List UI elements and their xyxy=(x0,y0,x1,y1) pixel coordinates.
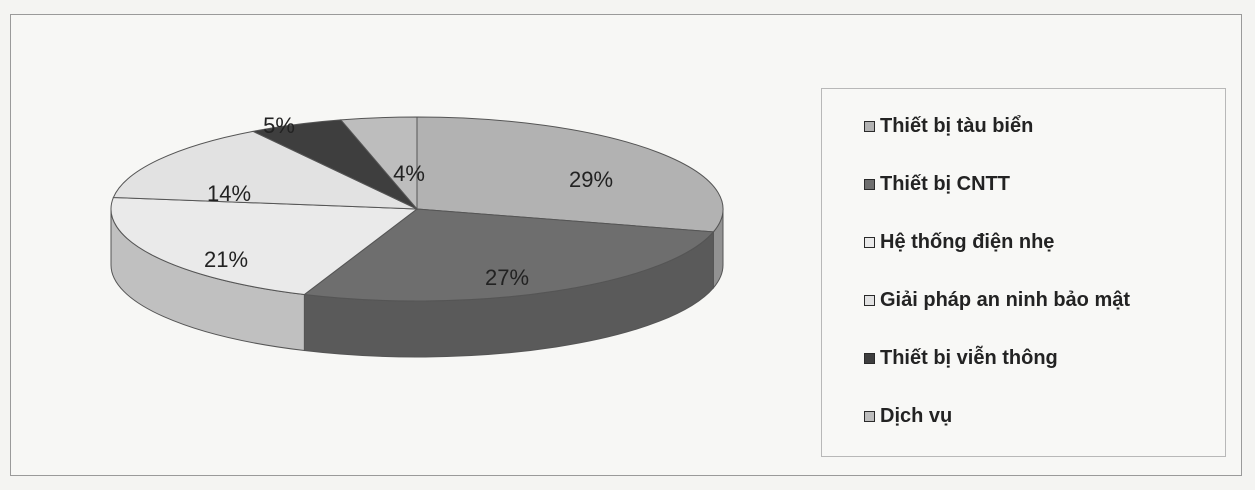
legend-item: Dịch vụ xyxy=(864,405,952,428)
legend-item: Giải pháp an ninh bảo mật xyxy=(864,289,1130,312)
slice-label-3: 21% xyxy=(204,247,248,272)
pie-slice-2 xyxy=(303,208,715,302)
legend-label: Dịch vụ xyxy=(880,405,953,427)
slice-label-2: 27% xyxy=(485,265,529,290)
legend-item: Thiết bị viễn thông xyxy=(864,347,1058,370)
legend-item: Hệ thống điện nhẹ xyxy=(864,231,1054,254)
legend: Thiết bị tàu biển Thiết bị CNTT Hệ thống đ… xyxy=(821,88,1226,457)
legend-swatch xyxy=(864,411,875,422)
legend-label: Giải pháp an ninh bảo mật xyxy=(880,289,1131,311)
slice-label-4: 14% xyxy=(207,181,251,206)
pie-slice-6 xyxy=(339,116,418,211)
legend-swatch xyxy=(864,179,875,190)
pie-chart: 29% 27% 21% 14% 5% 4% xyxy=(110,113,724,358)
legend-item: Thiết bị tàu biển xyxy=(864,115,1033,138)
legend-label: Hệ thống điện nhẹ xyxy=(880,231,1055,253)
legend-swatch xyxy=(864,295,875,306)
legend-label: Thiết bị tàu biển xyxy=(880,115,1034,137)
chart-figure: 29% 27% 21% 14% 5% 4% Thiết bị tàu biển Thiết … xyxy=(10,14,1242,476)
pie-slice-1 xyxy=(416,116,724,233)
legend-label: Thiết bị viễn thông xyxy=(880,347,1058,369)
legend-swatch xyxy=(864,121,875,132)
pie-top-faces xyxy=(110,116,724,302)
slice-label-1: 29% xyxy=(569,167,613,192)
legend-swatch xyxy=(864,353,875,364)
pie-slice-4 xyxy=(112,130,418,210)
slice-label-6: 4% xyxy=(393,161,425,186)
legend-label: Thiết bị CNTT xyxy=(880,173,1010,195)
slice-label-5: 5% xyxy=(263,113,295,138)
legend-item: Thiết bị CNTT xyxy=(864,173,1010,196)
legend-swatch xyxy=(864,237,875,248)
pie-slice-3 xyxy=(110,196,419,296)
